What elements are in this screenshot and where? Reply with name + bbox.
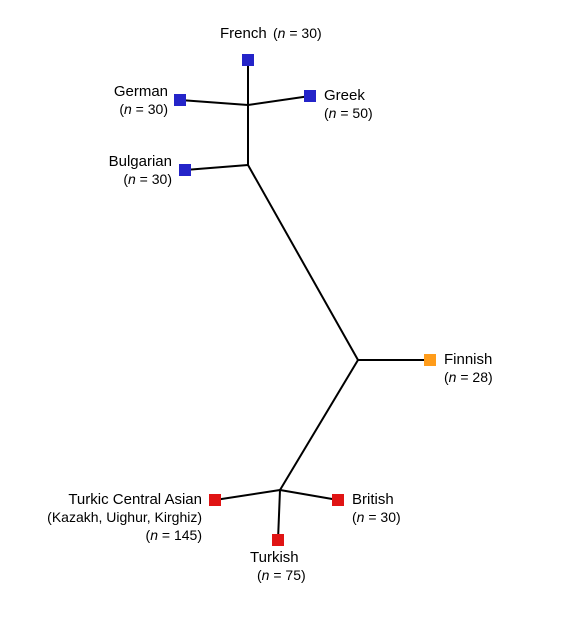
node-finnish [424,354,436,366]
n-label-french: (n = 30) [273,25,322,41]
label-british: British [352,491,394,508]
node-greek [304,90,316,102]
label-bulgarian: Bulgarian [109,153,172,170]
label-turkic: Turkic Central Asian [68,491,202,508]
tree-edge [248,96,310,105]
n-label-german: (n = 30) [119,101,168,117]
label-finnish: Finnish [444,351,492,368]
n-label-british: (n = 30) [352,509,401,525]
label-german: German [114,83,168,100]
node-bulgarian [179,164,191,176]
node-turkic [209,494,221,506]
tree-edge [280,360,358,490]
tree-edge [180,100,248,105]
node-british [332,494,344,506]
label-turkish: Turkish [250,549,299,566]
phylogenetic-tree-diagram: French(n = 30)German(n = 30)Greek(n = 50… [0,0,581,624]
sublabel-turkic: (Kazakh, Uighur, Kirghiz) [47,509,202,525]
n-label-turkic: (n = 145) [146,527,202,543]
node-german [174,94,186,106]
n-label-greek: (n = 50) [324,105,373,121]
n-label-finnish: (n = 28) [444,369,493,385]
tree-edge [215,490,280,500]
n-label-turkish: (n = 75) [257,567,306,583]
tree-edge [280,490,338,500]
n-label-bulgarian: (n = 30) [123,171,172,187]
label-french: French [220,25,267,42]
node-french [242,54,254,66]
node-turkish [272,534,284,546]
tree-edge [185,165,248,170]
label-greek: Greek [324,87,365,104]
tree-edge [278,490,280,540]
tree-edge [248,165,358,360]
